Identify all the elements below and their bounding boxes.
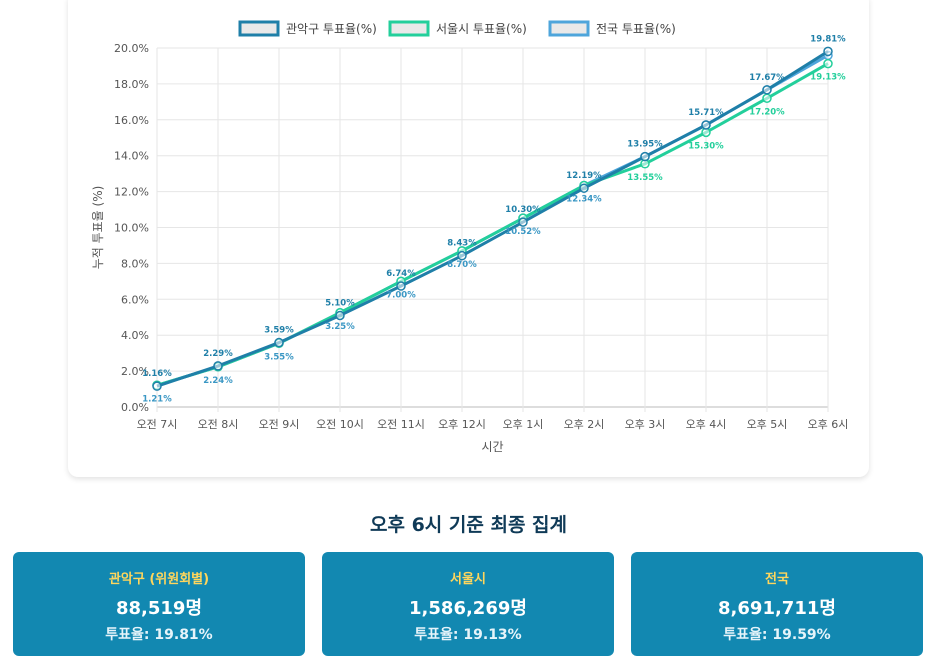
data-label-bottom: 2.24% bbox=[203, 376, 233, 386]
data-label-bottom: 19.13% bbox=[810, 73, 846, 83]
y-tick-label: 12.0% bbox=[114, 186, 149, 199]
data-point bbox=[762, 85, 772, 95]
card-count: 88,519명 bbox=[115, 598, 203, 619]
x-tick-label: 오전 7시 bbox=[137, 418, 178, 431]
y-tick-label: 4.0% bbox=[121, 329, 149, 342]
x-tick-label: 오후 4시 bbox=[686, 418, 727, 431]
summary-card-seoul: 서울시 1,586,269명 투표율: 19.13% bbox=[322, 552, 614, 656]
data-point bbox=[579, 183, 589, 193]
data-point bbox=[457, 250, 467, 261]
data-label-bottom: 10.52% bbox=[505, 227, 541, 237]
data-point bbox=[701, 120, 711, 130]
y-axis-title: 누적 투표율 (%) bbox=[91, 186, 105, 270]
summary-title: 오후 6시 기준 최종 집계 bbox=[370, 514, 567, 536]
y-tick-label: 20.0% bbox=[114, 42, 149, 55]
x-tick-label: 오후 5시 bbox=[747, 418, 788, 431]
data-point bbox=[823, 58, 833, 69]
data-point bbox=[396, 281, 406, 291]
legend-swatch bbox=[388, 20, 430, 37]
data-label-top: 6.74% bbox=[386, 269, 416, 279]
data-point bbox=[762, 93, 772, 104]
card-rate: 투표율: 19.59% bbox=[723, 627, 831, 643]
data-label-top: 2.29% bbox=[203, 349, 233, 359]
data-point bbox=[640, 151, 650, 162]
data-label-bottom: 3.25% bbox=[325, 322, 355, 332]
chart-card: 0.0% 2.0% 4.0% 6.0% 8.0% 10.0% 12.0% 14.0% 16.0%… bbox=[68, 0, 869, 477]
data-label-top: 13.95% bbox=[627, 140, 663, 150]
data-label-bottom: 7.00% bbox=[386, 290, 416, 300]
x-tick-label: 오전 10시 bbox=[316, 418, 364, 431]
data-point bbox=[335, 310, 345, 321]
data-label-bottom: 12.34% bbox=[566, 194, 602, 204]
x-tick-label: 오후 1시 bbox=[503, 418, 544, 431]
turnout-line-chart: 0.0% 2.0% 4.0% 6.0% 8.0% 10.0% 12.0% 14.0% 16.0%… bbox=[91, 20, 849, 454]
data-point bbox=[274, 337, 284, 348]
y-tick-label: 6.0% bbox=[121, 293, 149, 306]
card-count: 8,691,711명 bbox=[718, 598, 836, 619]
legend-label: 전국 투표율(%) bbox=[596, 22, 676, 36]
card-count: 1,586,269명 bbox=[409, 598, 527, 619]
card-label: 관악구 (위원회별) bbox=[108, 572, 210, 587]
y-tick-label: 10.0% bbox=[114, 222, 149, 235]
data-label-top: 19.81% bbox=[810, 34, 846, 44]
data-label-top: 1.16% bbox=[142, 369, 172, 379]
data-point bbox=[213, 361, 223, 371]
series-line bbox=[156, 50, 829, 388]
legend-label: 관악구 투표율(%) bbox=[286, 22, 377, 36]
x-axis-title: 시간 bbox=[481, 440, 503, 454]
y-tick-label: 8.0% bbox=[121, 257, 149, 270]
x-tick-label: 오후 6시 bbox=[808, 418, 849, 431]
x-tick-label: 오전 9시 bbox=[259, 418, 300, 431]
data-point bbox=[823, 46, 833, 57]
x-tick-label: 오전 11시 bbox=[377, 418, 425, 431]
summary-cards: 관악구 (위원회별) 88,519명 투표율: 19.81% 서울시 1,586… bbox=[13, 552, 924, 656]
data-label-top: 10.30% bbox=[505, 205, 541, 215]
card-rate: 투표율: 19.13% bbox=[414, 627, 522, 643]
summary-card-gwanak: 관악구 (위원회별) 88,519명 투표율: 19.81% bbox=[13, 552, 305, 656]
data-label-bottom: 13.55% bbox=[627, 173, 663, 183]
data-label-top: 8.43% bbox=[447, 239, 477, 249]
legend-swatch bbox=[548, 20, 590, 37]
card-rate: 투표율: 19.81% bbox=[105, 627, 213, 643]
data-point bbox=[518, 217, 528, 227]
data-label-top: 15.71% bbox=[688, 108, 724, 118]
y-tick-label: 0.0% bbox=[121, 401, 149, 414]
card-label: 전국 bbox=[765, 572, 789, 587]
y-tick-label: 18.0% bbox=[114, 78, 149, 91]
x-tick-label: 오후 12시 bbox=[438, 418, 486, 431]
legend-label: 서울시 투표율(%) bbox=[436, 22, 527, 36]
data-label-bottom: 15.30% bbox=[688, 141, 724, 151]
data-label-top: 3.59% bbox=[264, 326, 294, 336]
data-point bbox=[152, 381, 162, 391]
data-label-bottom: 1.21% bbox=[142, 394, 172, 404]
x-tick-label: 오후 3시 bbox=[625, 418, 666, 431]
series-line bbox=[156, 54, 829, 387]
data-label-top: 17.67% bbox=[749, 73, 785, 83]
card-label: 서울시 bbox=[450, 572, 486, 587]
data-label-bottom: 17.20% bbox=[749, 107, 785, 117]
legend-swatch bbox=[238, 20, 280, 37]
y-tick-label: 16.0% bbox=[114, 114, 149, 127]
data-label-top: 12.19% bbox=[566, 171, 602, 181]
summary-card-national: 전국 8,691,711명 투표율: 19.59% bbox=[631, 552, 923, 656]
x-tick-label: 오전 8시 bbox=[198, 418, 239, 431]
y-tick-label: 2.0% bbox=[121, 365, 149, 378]
data-label-bottom: 3.55% bbox=[264, 352, 294, 362]
data-label-bottom: 8.70% bbox=[447, 260, 477, 270]
x-tick-label: 오후 2시 bbox=[564, 418, 605, 431]
y-tick-label: 14.0% bbox=[114, 150, 149, 163]
data-label-top: 5.10% bbox=[325, 298, 355, 308]
